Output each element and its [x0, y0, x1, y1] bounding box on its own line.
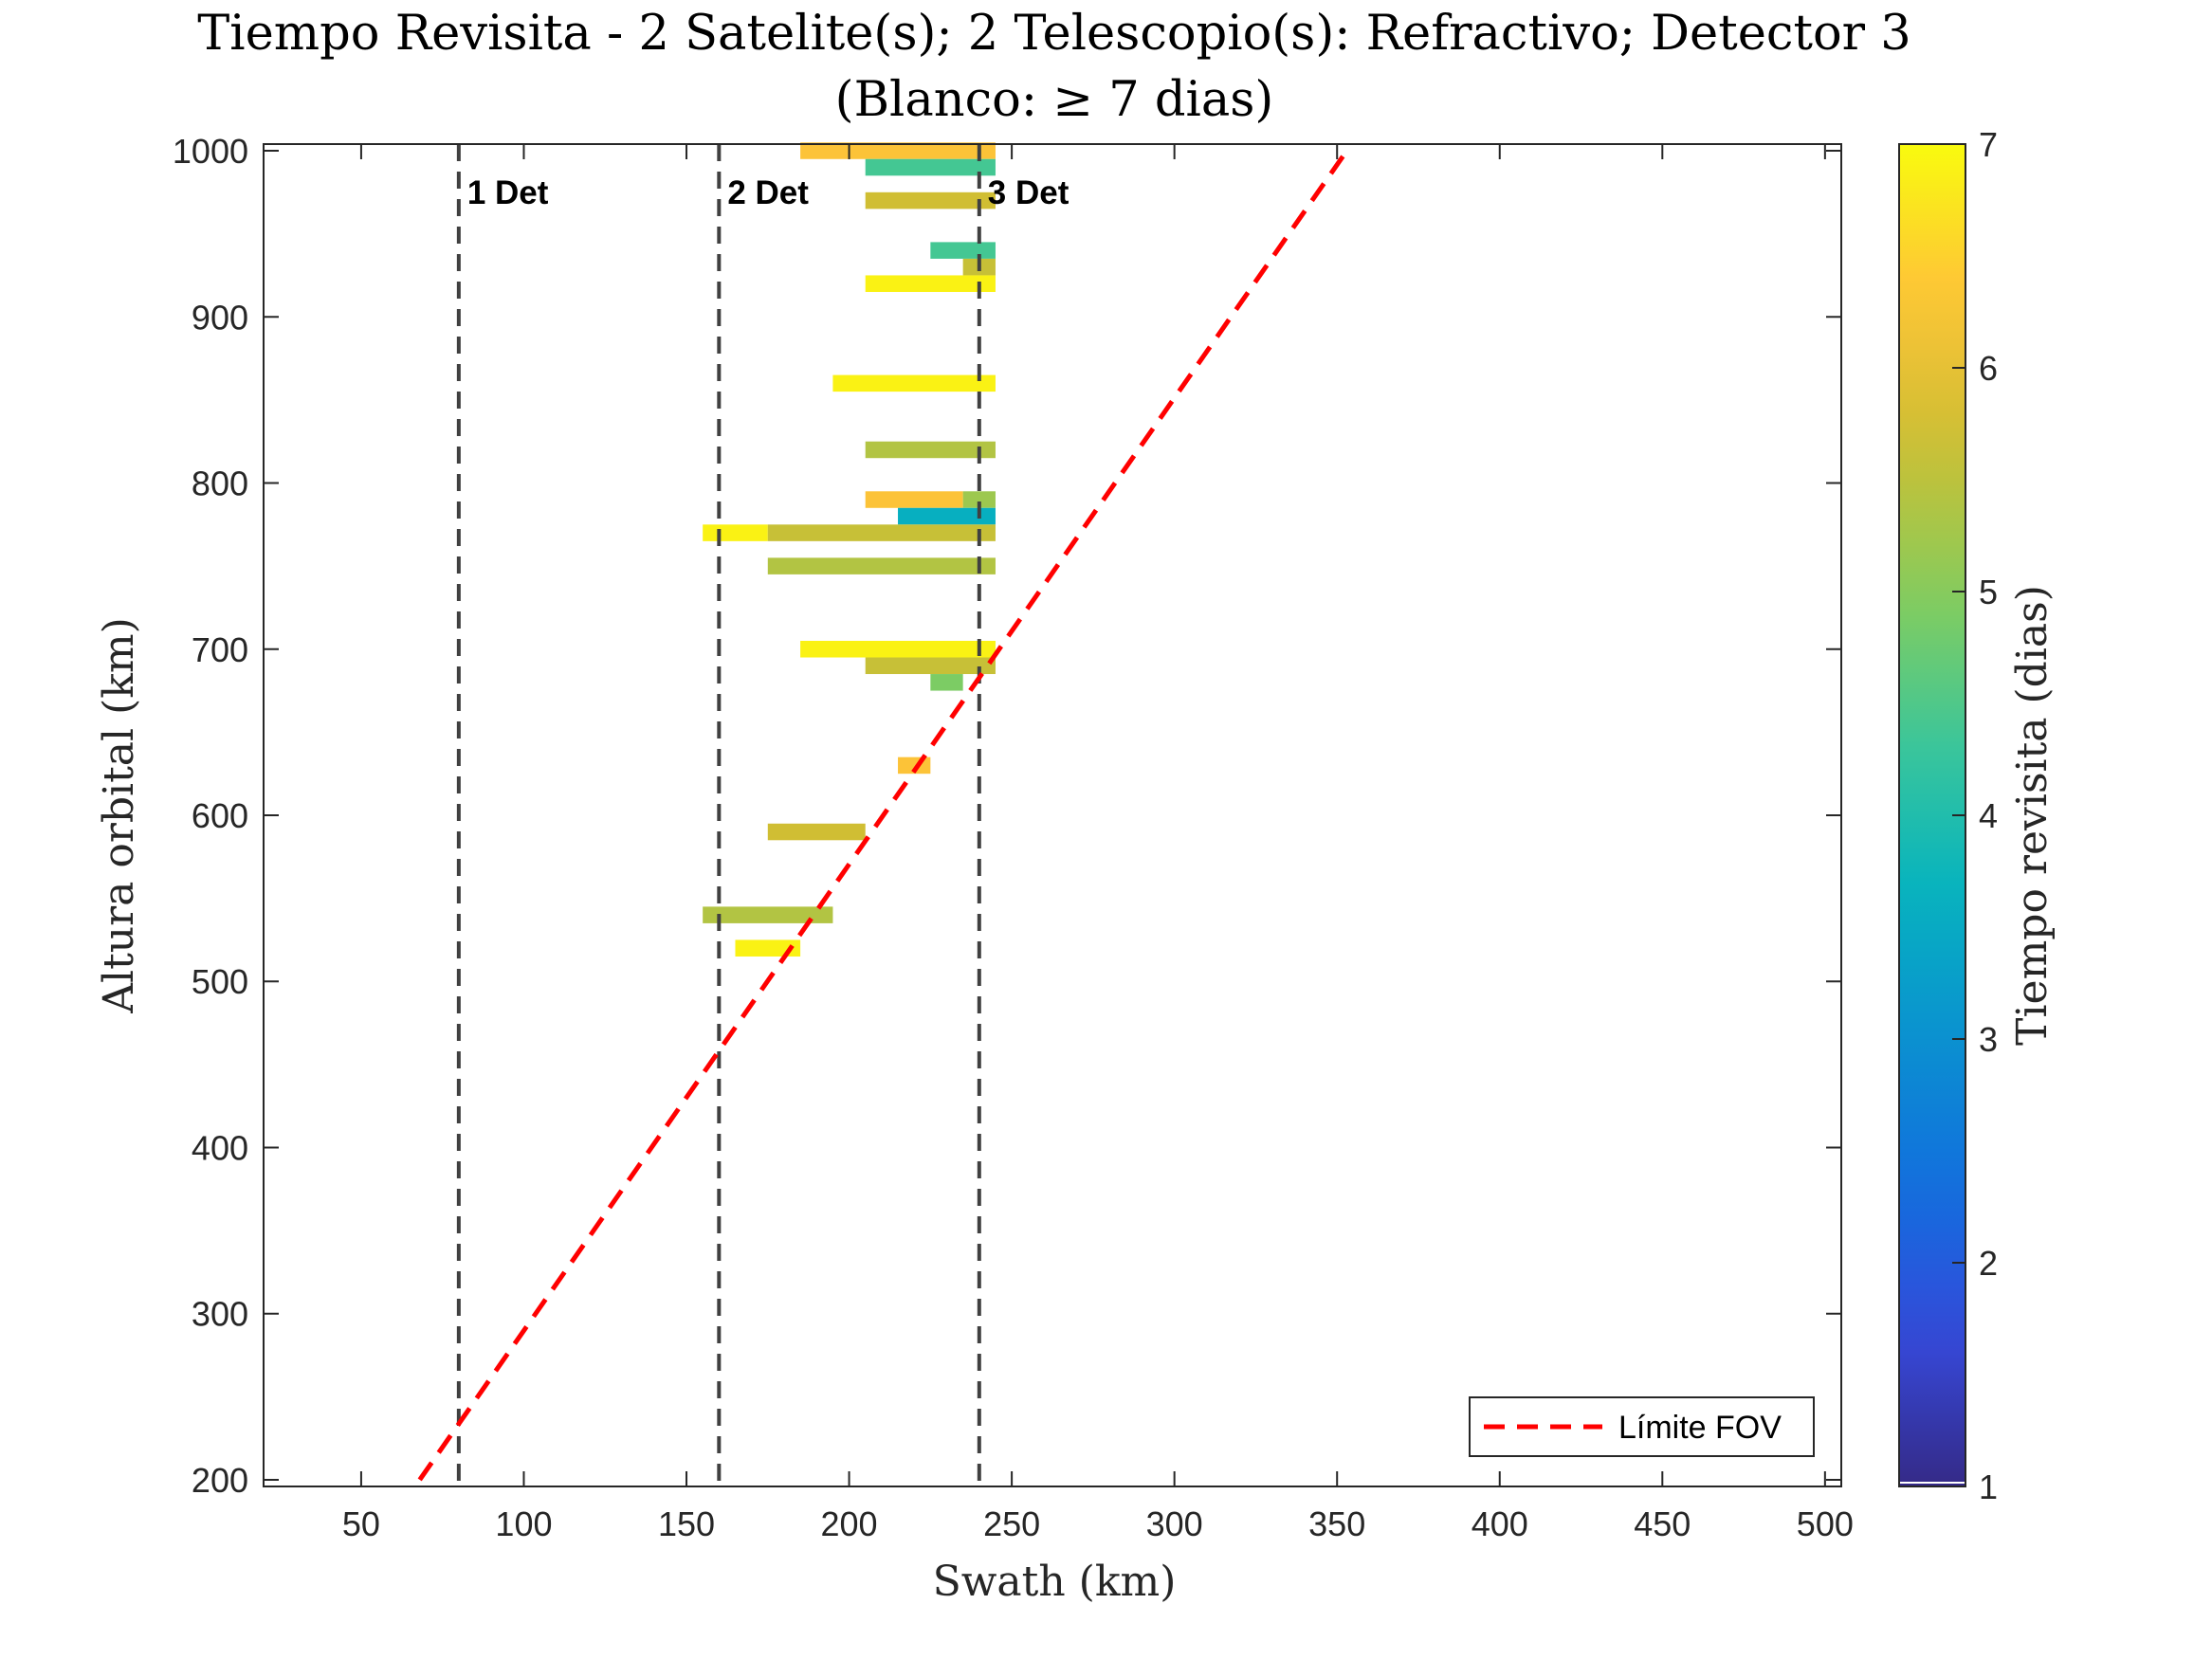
heatmap-cell [767, 823, 866, 841]
colorbar-tick-label: 5 [1979, 573, 1998, 611]
heatmap-cell [703, 524, 768, 541]
y-tick-label: 1000 [173, 132, 248, 171]
legend-fov-label: Límite FOV [1618, 1410, 1782, 1446]
colorbar-tick-label: 1 [1979, 1468, 1998, 1506]
colorbar-title: Tiempo revisita (dias) [2008, 585, 2057, 1046]
y-tick-label: 900 [192, 298, 248, 337]
x-tick-label: 50 [342, 1504, 380, 1543]
heatmap-cell [865, 191, 996, 210]
x-axis-ticks: 50 100 150 200 250 300 350 400 450 500 [342, 144, 1854, 1543]
x-tick-label: 350 [1308, 1504, 1365, 1543]
x-tick-label: 500 [1797, 1504, 1854, 1543]
heatmap-cell [865, 441, 996, 459]
colorbar-tick-label: 4 [1979, 796, 1998, 835]
fov-limit-line [417, 149, 1349, 1482]
x-tick-label: 150 [658, 1504, 715, 1543]
y-tick-label: 700 [192, 630, 248, 669]
colorbar: 1 2 3 4 5 6 7 Tiempo revisita (dias) [1898, 125, 2057, 1506]
detector-label: 3 Det [988, 174, 1069, 211]
heatmap-cell [865, 657, 996, 675]
heatmap-cell [930, 674, 963, 691]
y-tick-label: 800 [192, 465, 248, 503]
colorbar-ticks: 1 2 3 4 5 6 7 [1952, 125, 1998, 1506]
y-tick-label: 600 [192, 796, 248, 835]
y-tick-label: 200 [192, 1461, 248, 1500]
chart-title: Tiempo Revisita - 2 Satelite(s); 2 Teles… [197, 6, 1910, 62]
detector-label: 2 Det [727, 174, 809, 211]
x-tick-label: 450 [1634, 1504, 1691, 1543]
x-tick-label: 100 [495, 1504, 552, 1543]
heatmap-cell [898, 507, 996, 525]
chart-subtitle: (Blanco: ≥ 7 dias) [835, 72, 1274, 128]
y-tick-label: 500 [192, 962, 248, 1001]
heatmap-cell [865, 491, 963, 508]
heatmap-cell [865, 158, 996, 176]
heatmap-cell [767, 524, 996, 541]
heatmap-cell [865, 275, 996, 292]
fov-limit-layer [417, 149, 1349, 1482]
x-axis-title: Swath (km) [933, 1558, 1177, 1606]
detector-lines: 1 Det 2 Det 3 Det [456, 144, 1069, 1486]
heatmap-cell [800, 640, 996, 658]
colorbar-tick-label: 2 [1979, 1244, 1998, 1283]
plot-area-background [264, 144, 1841, 1486]
heatmap-cell [767, 557, 996, 574]
heatmap-cell [930, 242, 996, 259]
y-tick-label: 300 [192, 1295, 248, 1334]
heatmap-cell [962, 491, 996, 508]
x-tick-label: 200 [821, 1504, 878, 1543]
heatmap-cell [735, 939, 801, 957]
heatmap-cells [703, 142, 996, 957]
heatmap-cell [703, 906, 833, 923]
colorbar-tick-label: 6 [1979, 349, 1998, 388]
legend-box: Límite FOV [1469, 1396, 1815, 1457]
x-tick-label: 300 [1146, 1504, 1203, 1543]
detector-label: 1 Det [467, 174, 549, 211]
y-axis-title: Altura orbital (km) [95, 617, 143, 1014]
colorbar-tick-label: 3 [1979, 1020, 1998, 1059]
heatmap-cell [832, 374, 996, 392]
y-tick-label: 400 [192, 1128, 248, 1167]
y-axis-ticks: 200 300 400 500 600 700 800 900 1000 [173, 132, 1841, 1500]
colorbar-tick-label: 7 [1979, 125, 1998, 164]
x-tick-label: 250 [983, 1504, 1040, 1543]
x-tick-label: 400 [1472, 1504, 1528, 1543]
